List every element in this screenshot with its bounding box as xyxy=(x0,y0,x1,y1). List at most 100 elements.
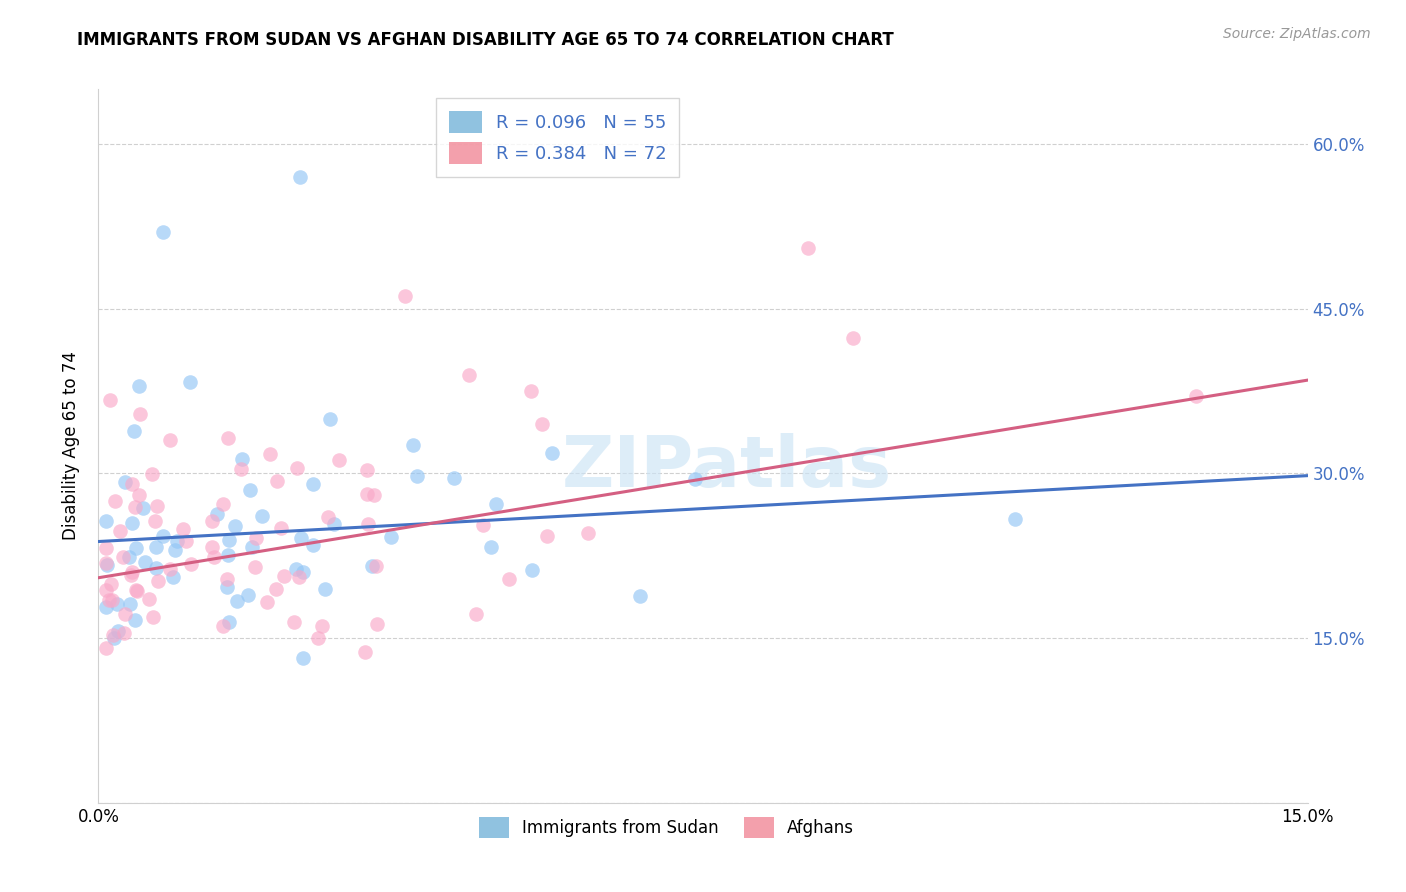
Point xyxy=(217,572,239,586)
Point xyxy=(270,521,292,535)
Point xyxy=(316,510,339,524)
Point xyxy=(402,438,425,452)
Point xyxy=(541,446,564,460)
Point xyxy=(576,526,599,541)
Point xyxy=(357,516,380,531)
Point xyxy=(120,568,142,582)
Point xyxy=(394,288,416,302)
Point xyxy=(292,651,315,665)
Point xyxy=(162,570,184,584)
Point xyxy=(108,524,131,539)
Point xyxy=(217,549,239,563)
Point xyxy=(138,592,160,607)
Point xyxy=(122,424,145,438)
Point xyxy=(124,613,146,627)
Point xyxy=(218,615,240,629)
Point xyxy=(180,557,202,571)
Point xyxy=(301,537,323,551)
Point xyxy=(159,562,181,576)
Point xyxy=(202,549,225,564)
Point xyxy=(301,477,323,491)
Point xyxy=(224,519,246,533)
Point xyxy=(120,597,142,611)
Point xyxy=(121,516,143,530)
Point xyxy=(101,593,124,607)
Point xyxy=(465,607,488,621)
Text: IMMIGRANTS FROM SUDAN VS AFGHAN DISABILITY AGE 65 TO 74 CORRELATION CHART: IMMIGRANTS FROM SUDAN VS AFGHAN DISABILI… xyxy=(77,31,894,49)
Point xyxy=(356,487,378,501)
Point xyxy=(172,522,194,536)
Point xyxy=(129,407,152,421)
Point xyxy=(112,626,135,640)
Point xyxy=(285,562,308,576)
Point xyxy=(165,542,187,557)
Point xyxy=(239,483,262,498)
Point xyxy=(240,540,263,554)
Point xyxy=(264,582,287,596)
Point xyxy=(366,617,388,632)
Point xyxy=(328,453,350,467)
Point xyxy=(1185,389,1208,403)
Point xyxy=(273,569,295,583)
Point xyxy=(143,514,166,528)
Point xyxy=(256,595,278,609)
Text: ZIPatlas: ZIPatlas xyxy=(562,433,893,502)
Point xyxy=(146,574,169,588)
Point xyxy=(96,582,118,597)
Point xyxy=(314,582,336,596)
Point xyxy=(98,392,121,407)
Legend: Immigrants from Sudan, Afghans: Immigrants from Sudan, Afghans xyxy=(472,811,860,845)
Point xyxy=(105,597,128,611)
Point xyxy=(142,610,165,624)
Point xyxy=(307,632,329,646)
Point xyxy=(231,461,253,475)
Point xyxy=(159,433,181,447)
Point xyxy=(285,461,308,475)
Point xyxy=(288,570,311,584)
Point xyxy=(217,431,239,445)
Point xyxy=(380,530,402,544)
Point xyxy=(134,555,156,569)
Point xyxy=(145,561,167,575)
Point xyxy=(1004,512,1026,526)
Point xyxy=(101,628,124,642)
Point xyxy=(103,631,125,645)
Point xyxy=(179,375,201,389)
Point xyxy=(471,518,494,533)
Y-axis label: Disability Age 65 to 74: Disability Age 65 to 74 xyxy=(62,351,80,541)
Point xyxy=(114,607,136,621)
Point xyxy=(96,557,118,571)
Point xyxy=(405,469,427,483)
Point xyxy=(536,529,558,543)
Point xyxy=(107,624,129,638)
Point xyxy=(458,368,481,383)
Point xyxy=(128,378,150,392)
Point xyxy=(104,494,127,508)
Point xyxy=(128,488,150,502)
Point xyxy=(238,588,260,602)
Point xyxy=(125,583,148,598)
Point xyxy=(121,477,143,491)
Point xyxy=(443,471,465,485)
Point xyxy=(628,589,651,603)
Point xyxy=(124,500,146,515)
Point xyxy=(485,497,508,511)
Point xyxy=(132,500,155,515)
Point xyxy=(176,534,198,549)
Point xyxy=(152,225,174,239)
Point xyxy=(259,447,281,461)
Point xyxy=(114,475,136,490)
Point xyxy=(212,497,235,511)
Point xyxy=(530,417,553,431)
Point xyxy=(141,467,163,481)
Point xyxy=(366,558,388,573)
Point xyxy=(322,516,344,531)
Point xyxy=(319,411,342,425)
Point xyxy=(266,474,288,488)
Point xyxy=(225,594,247,608)
Point xyxy=(841,331,863,345)
Point xyxy=(498,572,520,586)
Point xyxy=(127,584,149,599)
Point xyxy=(125,541,148,556)
Point xyxy=(201,514,224,528)
